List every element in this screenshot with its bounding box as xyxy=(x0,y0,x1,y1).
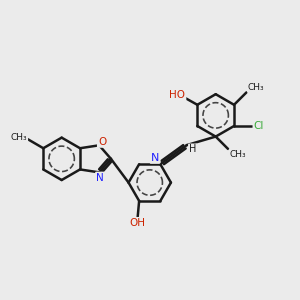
Text: Cl: Cl xyxy=(254,121,264,131)
Text: CH₃: CH₃ xyxy=(248,82,265,91)
Text: O: O xyxy=(98,137,106,147)
Text: CH₃: CH₃ xyxy=(230,150,246,159)
Text: N: N xyxy=(151,153,159,163)
Text: CH₃: CH₃ xyxy=(11,133,27,142)
Text: HO: HO xyxy=(169,90,185,100)
Text: H: H xyxy=(189,145,196,154)
Text: N: N xyxy=(96,173,104,183)
Text: OH: OH xyxy=(130,218,146,228)
